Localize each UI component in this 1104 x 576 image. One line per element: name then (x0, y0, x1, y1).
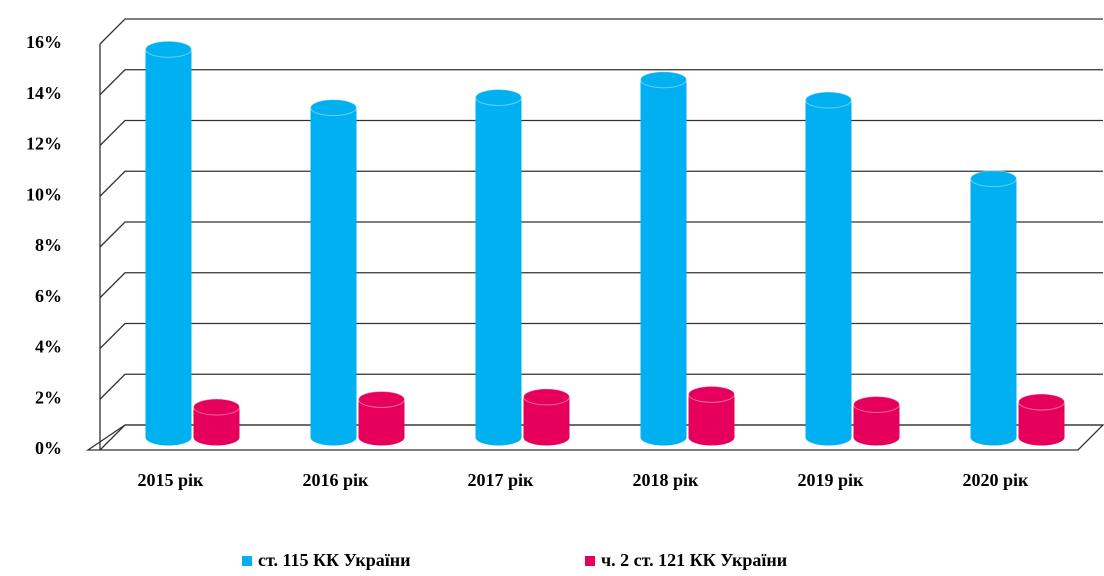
bar-body (640, 79, 687, 446)
bar (523, 388, 570, 446)
bar (970, 170, 1017, 446)
bar (1018, 393, 1065, 446)
grid-line (99, 424, 1103, 451)
bar (475, 88, 522, 446)
legend-label: ч. 2 ст. 121 КК України (601, 550, 787, 570)
floor (85, 424, 1104, 451)
y-tick-label: 14% (26, 83, 62, 103)
x-tick-label: 2020 рік (963, 470, 1030, 490)
bar-top (1018, 393, 1065, 411)
y-tick-label: 8% (35, 235, 62, 255)
bar (805, 91, 852, 446)
bar-body (523, 396, 570, 446)
x-tick-label: 2016 рік (303, 470, 370, 490)
bar-body (310, 107, 357, 446)
bar-body (1018, 401, 1065, 446)
bar-top (970, 170, 1017, 188)
bar-body (475, 97, 522, 446)
bar-top (145, 40, 192, 58)
y-tick-label: 10% (26, 184, 62, 204)
bar-body (970, 178, 1017, 446)
bar-body (145, 49, 192, 446)
bar (853, 396, 900, 446)
bar-top (853, 396, 900, 414)
bar-top (310, 99, 357, 117)
grid-line (99, 272, 1103, 299)
y-tick-label: 2% (35, 387, 62, 407)
grid-line (99, 170, 1103, 197)
y-tick-label: 6% (35, 286, 62, 306)
y-tick-label: 16% (26, 32, 62, 52)
y-tick-label: 4% (35, 337, 62, 357)
legend-swatch (585, 556, 595, 566)
bar-top (193, 398, 240, 416)
grid-line (99, 322, 1103, 349)
bar-top (358, 390, 405, 408)
grid-line (99, 221, 1103, 248)
bar-body (193, 407, 240, 446)
bar-body (358, 399, 405, 446)
bar-top (475, 88, 522, 106)
x-tick-label: 2015 рік (138, 470, 205, 490)
grid-line (99, 373, 1103, 400)
bar (688, 385, 735, 446)
x-tick-label: 2019 рік (798, 470, 865, 490)
bar-top (688, 385, 735, 403)
y-tick-label: 12% (26, 134, 62, 154)
x-tick-label: 2017 рік (468, 470, 535, 490)
grid-line (99, 18, 1103, 45)
bar-body (688, 394, 735, 446)
legend-swatch (242, 556, 252, 566)
bar-top (805, 91, 852, 109)
bar-body (853, 404, 900, 446)
grid-line (99, 69, 1103, 96)
bar-body (805, 100, 852, 446)
y-tick-label: 0% (35, 438, 62, 458)
bar-top (640, 71, 687, 89)
bar (145, 40, 192, 446)
bar (310, 99, 357, 446)
legend-label: ст. 115 КК України (258, 550, 410, 570)
bar (640, 71, 687, 446)
bar-top (523, 388, 570, 406)
bar (193, 398, 240, 446)
x-tick-label: 2018 рік (633, 470, 700, 490)
grid-line (99, 119, 1103, 146)
bar (358, 390, 405, 446)
